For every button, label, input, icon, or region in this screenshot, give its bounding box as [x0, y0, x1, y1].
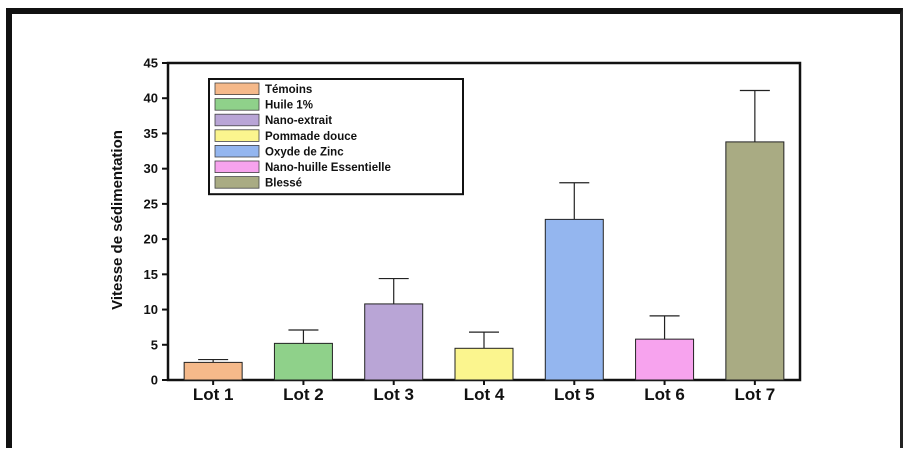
bars [183, 89, 785, 381]
bar [544, 218, 604, 381]
y-tick-label: 15 [144, 267, 158, 282]
legend-label: Nano-extrait [265, 115, 332, 127]
bar [635, 338, 695, 381]
y-tick-label: 45 [144, 56, 158, 71]
legend-swatch [214, 160, 260, 174]
legend-label: Huile 1% [265, 100, 313, 112]
legend-label: Pommade douce [265, 131, 357, 143]
legend-swatch [214, 113, 260, 127]
x-axis: Lot 1 Lot 2 Lot 3 Lot 4 Lot 5 Lot 6 Lot 7 [193, 380, 775, 404]
y-tick-label: 40 [144, 91, 158, 106]
x-tick-label: Lot 4 [464, 385, 505, 404]
bar [454, 347, 514, 381]
legend-swatch [214, 176, 260, 189]
legend-label: Oxyde de Zinc [265, 146, 344, 158]
x-tick-label: Lot 6 [644, 385, 685, 404]
bar [725, 141, 785, 381]
legend-label: Nano-huille Essentielle [265, 162, 391, 174]
legend-label: Témoins [265, 84, 312, 96]
figure-frame [6, 8, 903, 448]
y-tick-label: 25 [144, 196, 158, 211]
x-tick-label: Lot 2 [283, 385, 324, 404]
bar [273, 342, 333, 381]
y-tick-label: 30 [144, 161, 158, 176]
y-axis-label: Vitesse de sédimentation [109, 130, 126, 310]
x-tick-label: Lot 3 [373, 385, 414, 404]
legend-swatch [214, 82, 260, 96]
y-tick-label: 5 [151, 337, 158, 352]
x-tick-label: Lot 5 [554, 385, 595, 404]
legend-swatch [214, 144, 260, 158]
y-tick-label: 0 [151, 373, 158, 388]
y-tick-label: 10 [144, 302, 158, 317]
y-tick-label: 35 [144, 126, 158, 141]
legend: Témoins Huile 1% Nano-extrait Pommade douce… [208, 78, 464, 196]
legend-swatch [214, 98, 260, 111]
x-tick-label: Lot 1 [193, 385, 234, 404]
bar [183, 361, 243, 381]
y-axis: 0 5 10 15 20 25 30 35 40 45 [144, 56, 168, 388]
x-tick-label: Lot 7 [735, 385, 776, 404]
legend-swatch [214, 129, 260, 142]
y-tick-label: 20 [144, 232, 158, 247]
bar [364, 303, 424, 381]
legend-label: Blessé [265, 178, 302, 190]
